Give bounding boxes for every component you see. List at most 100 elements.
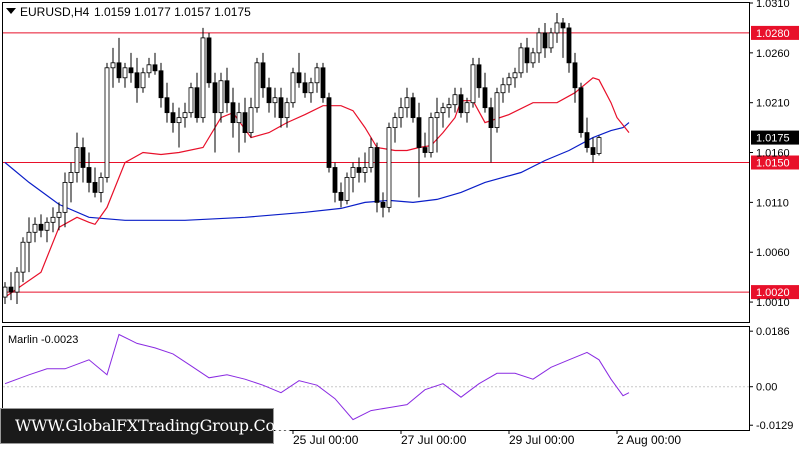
osc-tick-label: 0.0186 bbox=[756, 326, 790, 338]
current-price-tag bbox=[751, 130, 799, 145]
candle-body bbox=[56, 211, 62, 218]
candle-body bbox=[302, 82, 308, 94]
candle-body bbox=[284, 102, 290, 119]
candle-body bbox=[122, 67, 128, 79]
marlin-oscillator: 0.0186 0.00 -0.0129 bbox=[3, 326, 793, 432]
candle-body bbox=[338, 192, 344, 201]
candle-body bbox=[110, 62, 116, 69]
price-tick-label: 1.0010 bbox=[756, 297, 790, 309]
candle-body bbox=[20, 241, 26, 273]
osc-tick-label: 0.00 bbox=[756, 382, 777, 394]
candle-body bbox=[506, 77, 512, 86]
candle-body bbox=[80, 147, 86, 168]
candle-body bbox=[512, 72, 518, 79]
candle-body bbox=[368, 147, 374, 168]
candle-body bbox=[398, 107, 404, 119]
price-tick-label: 1.0160 bbox=[756, 148, 790, 160]
candle-body bbox=[350, 167, 356, 178]
price-tick-label: 1.0260 bbox=[756, 48, 790, 60]
candle-body bbox=[86, 167, 92, 183]
fast-ma-line bbox=[4, 77, 630, 298]
candle-body bbox=[500, 84, 506, 94]
candle-body bbox=[254, 62, 260, 109]
watermark-banner: WWW.GlobalFXTradingGroup.Com bbox=[0, 408, 290, 444]
time-tick-label: 25 Jul 00:00 bbox=[293, 433, 359, 447]
candle-body bbox=[464, 102, 470, 114]
marlin-label: Marlin -0.0023 bbox=[8, 334, 78, 346]
slow-ma-line bbox=[4, 122, 630, 221]
candle-body bbox=[410, 97, 416, 119]
candle-body bbox=[218, 80, 224, 114]
osc-tick-label: -0.0129 bbox=[756, 420, 793, 432]
candle-body bbox=[470, 64, 476, 104]
candle-body bbox=[116, 62, 122, 79]
candle-body bbox=[92, 182, 98, 193]
candle-body bbox=[200, 37, 206, 119]
candle-body bbox=[584, 132, 590, 148]
candle-body bbox=[212, 82, 218, 114]
main-pane-frame bbox=[2, 2, 750, 323]
candle-body bbox=[14, 271, 20, 293]
level-tag-label: 1.0020 bbox=[756, 287, 790, 299]
candle-body bbox=[8, 286, 14, 293]
candle-body bbox=[314, 67, 320, 84]
candle-body bbox=[416, 117, 422, 148]
current-price-label: 1.0175 bbox=[756, 133, 790, 145]
candle-body bbox=[272, 97, 278, 104]
time-tick-label: 27 Jul 00:00 bbox=[401, 433, 467, 447]
ohlc-label: 1.0159 1.0177 1.0157 1.0175 bbox=[94, 5, 251, 19]
candle-body bbox=[62, 182, 68, 213]
candle-body bbox=[152, 64, 158, 72]
candle-body bbox=[596, 137, 602, 154]
candle-body bbox=[518, 47, 524, 74]
candle-body bbox=[44, 221, 50, 231]
candle-body bbox=[482, 87, 488, 109]
time-tick-label: 29 Jul 00:00 bbox=[509, 433, 575, 447]
candle-body bbox=[158, 70, 164, 99]
candle-body bbox=[374, 147, 380, 203]
candle-body bbox=[98, 177, 104, 193]
candle-body bbox=[32, 223, 38, 233]
price-tick-label: 1.0310 bbox=[756, 0, 790, 10]
candle-body bbox=[224, 80, 230, 104]
candle-body bbox=[50, 216, 56, 223]
candle-body bbox=[206, 37, 212, 84]
candle-body bbox=[278, 97, 284, 119]
candle-body bbox=[248, 107, 254, 133]
candles bbox=[2, 12, 602, 305]
candle-body bbox=[578, 87, 584, 133]
horizontal-levels: 1.0280 1.0150 1.0020 1.0175 bbox=[3, 25, 799, 300]
watermark-text: WWW.GlobalFXTradingGroup.Com bbox=[15, 416, 290, 435]
candle-body bbox=[182, 112, 188, 119]
candle-body bbox=[26, 231, 32, 243]
candle-body bbox=[170, 112, 176, 124]
candle-body bbox=[548, 32, 554, 49]
candle-body bbox=[524, 47, 530, 64]
candle-body bbox=[74, 147, 80, 173]
candle-body bbox=[332, 167, 338, 193]
candle-body bbox=[308, 82, 314, 94]
moving-averages bbox=[4, 77, 630, 298]
candle-body bbox=[164, 97, 170, 114]
level-tag-label: 1.0280 bbox=[756, 28, 790, 40]
time-axis: 25 Jul 00:00 27 Jul 00:00 29 Jul 00:00 2 Au… bbox=[292, 430, 681, 447]
candle-body bbox=[428, 117, 434, 153]
candle-body bbox=[128, 67, 134, 74]
candle-body bbox=[2, 286, 8, 298]
candle-body bbox=[542, 32, 548, 49]
price-tick-label: 1.0210 bbox=[756, 98, 790, 110]
candle-body bbox=[446, 104, 452, 109]
candle-body bbox=[230, 102, 236, 124]
candle-body bbox=[194, 87, 200, 119]
candle-body bbox=[344, 177, 350, 201]
time-tick-label: 2 Aug 00:00 bbox=[617, 433, 681, 447]
menu-triangle-icon[interactable] bbox=[6, 8, 16, 14]
candle-body bbox=[188, 87, 194, 114]
candle-body bbox=[566, 27, 572, 64]
candle-body bbox=[422, 147, 428, 153]
candle-body bbox=[290, 72, 296, 104]
candle-body bbox=[296, 72, 302, 84]
